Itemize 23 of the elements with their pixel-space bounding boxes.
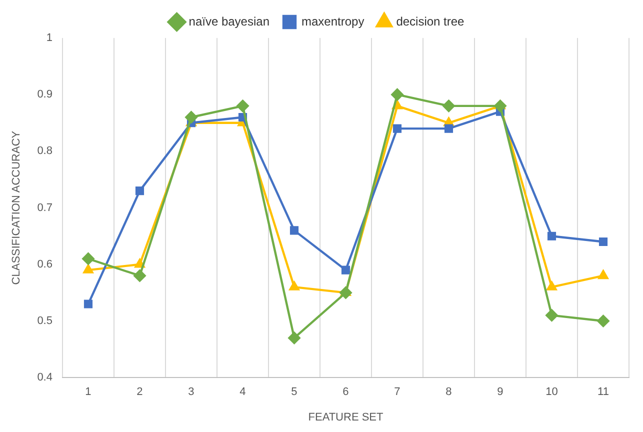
y-tick-label: 0.8	[37, 145, 52, 158]
y-axis-title: CLASSIFICATION ACCURACY	[10, 130, 23, 285]
x-tick-label: 5	[291, 386, 298, 398]
x-tick-label: 8	[446, 386, 452, 398]
y-tick-label: 0.9	[37, 88, 52, 101]
x-tick-label: 4	[240, 386, 246, 398]
x-tick-label: 9	[497, 386, 504, 398]
x-tick-label: 2	[136, 386, 143, 398]
x-axis-title: FEATURE SET	[308, 411, 384, 424]
x-tick-label: 10	[546, 386, 558, 398]
x-tick-label: 11	[598, 386, 609, 398]
legend-label: maxentropy	[301, 14, 364, 28]
y-tick-label: 0.7	[37, 202, 52, 214]
legend-label: naïve bayesian	[188, 14, 270, 28]
x-tick-label: 6	[342, 386, 349, 398]
x-tick-label: 3	[188, 386, 194, 398]
x-tick-label: 7	[394, 386, 400, 398]
y-tick-label: 0.5	[37, 315, 52, 328]
y-tick-label: 0.4	[37, 372, 52, 384]
y-tick-label: 0.6	[37, 258, 52, 270]
y-tick-label: 1	[46, 32, 52, 44]
x-tick-label: 1	[85, 386, 92, 398]
legend-label: decision tree	[396, 14, 465, 28]
